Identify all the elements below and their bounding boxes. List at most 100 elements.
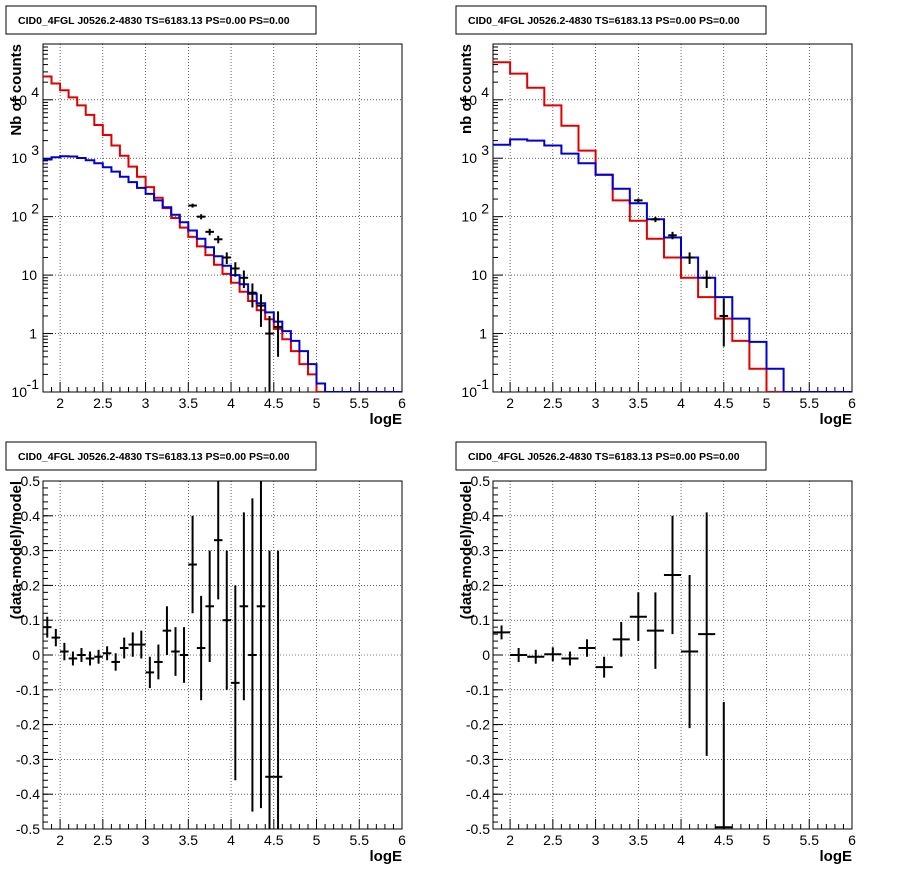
y-tick-label: 10 [461, 384, 477, 400]
y-tick-label: 10 [461, 92, 477, 108]
x-tick-label: 5 [763, 832, 771, 848]
x-axis-label: logE [370, 411, 403, 428]
x-tick-label: 5 [313, 395, 321, 411]
x-tick-label: 4 [677, 832, 685, 848]
y-tick-label: -0.2 [16, 717, 40, 733]
y-tick-label: 10 [461, 209, 477, 225]
y-tick-label: 0.2 [21, 577, 41, 593]
x-tick-label: 2 [506, 832, 514, 848]
series-red-histogram [493, 61, 852, 392]
x-tick-label: 5 [313, 832, 321, 848]
title-box [5, 441, 317, 471]
x-tick-label: 4 [227, 395, 235, 411]
x-tick-label: 3.5 [629, 395, 649, 411]
x-tick-label: 5.5 [800, 395, 820, 411]
x-tick-label: 4 [677, 395, 685, 411]
y-tick-exponent: 3 [481, 142, 489, 158]
y-tick-label: -0.5 [16, 821, 40, 837]
x-tick-label: 3 [592, 832, 600, 848]
x-tick-label: 4.5 [714, 395, 734, 411]
x-tick-label: 4.5 [264, 832, 284, 848]
x-tick-label: 3.5 [179, 832, 199, 848]
chart-title: CID0_4FGL J0526.2-4830 TS=6183.13 PS=0.0… [18, 15, 290, 27]
plot-frame [42, 43, 403, 393]
y-tick-label: 0.2 [471, 577, 491, 593]
chart-panel-3: 2 2.5 3 3.5 4 4.5 5 5.5 6 -0.5 -0.4 -0.3 -0.2 -0.1 0 0.… [5, 441, 406, 865]
y-tick-label: -0.3 [466, 751, 490, 767]
y-tick-label: -0.4 [16, 786, 40, 802]
chart-title: CID0_4FGL J0526.2-4830 TS=6183.13 PS=0.0… [468, 15, 740, 27]
x-tick-label: 5.5 [350, 832, 370, 848]
data-layer [493, 61, 852, 392]
x-tick-label: 4.5 [264, 395, 284, 411]
x-tick-label: 5.5 [350, 395, 370, 411]
chart-title: CID0_4FGL J0526.2-4830 TS=6183.13 PS=0.0… [468, 451, 740, 463]
x-tick-label: 6 [848, 832, 856, 848]
y-tick-label: -0.5 [466, 821, 490, 837]
x-tick-label: 6 [848, 395, 856, 411]
y-tick-label: 10 [21, 267, 37, 283]
y-tick-label: 10 [11, 209, 27, 225]
y-tick-exponent: 3 [31, 142, 39, 158]
y-tick-exponent: -1 [477, 376, 490, 392]
x-tick-label: 2.5 [543, 395, 563, 411]
title-box [455, 5, 767, 35]
y-axis-label: nb of counts [458, 44, 475, 134]
y-tick-label: 0.1 [21, 612, 41, 628]
y-tick-label: -0.3 [16, 751, 40, 767]
chart-panel-4: 2 2.5 3 3.5 4 4.5 5 5.5 6 -0.5 -0.4 -0.3 -0.2 -0.1 0 0.… [455, 441, 856, 865]
y-tick-label: -0.1 [466, 682, 490, 698]
y-tick-label: 10 [461, 150, 477, 166]
x-tick-label: 3 [142, 395, 150, 411]
x-tick-label: 2 [56, 395, 64, 411]
series-blue-histogram [43, 155, 402, 392]
plot-frame [492, 43, 853, 393]
x-tick-label: 3.5 [179, 395, 199, 411]
data-layer [493, 512, 733, 829]
title-box [5, 5, 317, 35]
plot-frame [492, 480, 853, 830]
title-box [455, 441, 767, 471]
y-tick-label: 0.4 [21, 508, 41, 524]
y-tick-label: -0.1 [16, 682, 40, 698]
y-tick-label: 10 [471, 267, 487, 283]
y-tick-label: -0.4 [466, 786, 490, 802]
x-tick-label: 6 [398, 395, 406, 411]
y-tick-label: 0.4 [471, 508, 491, 524]
chart-title: CID0_4FGL J0526.2-4830 TS=6183.13 PS=0.0… [18, 451, 290, 463]
y-tick-label: 10 [11, 150, 27, 166]
data-layer [43, 481, 283, 829]
x-tick-label: 2 [506, 395, 514, 411]
y-tick-label: 1 [29, 326, 37, 342]
y-axis-label: Nb of counts [8, 44, 25, 136]
y-tick-label: 0 [482, 647, 490, 663]
x-tick-label: 4.5 [714, 832, 734, 848]
y-tick-exponent: 4 [481, 84, 489, 100]
y-tick-exponent: 2 [481, 201, 489, 217]
y-tick-label: -0.2 [466, 717, 490, 733]
series-red-histogram [43, 75, 402, 392]
x-tick-label: 2.5 [543, 832, 563, 848]
y-tick-exponent: 4 [31, 84, 39, 100]
y-tick-exponent: -1 [27, 376, 40, 392]
x-tick-label: 5 [763, 395, 771, 411]
y-tick-label: 1 [479, 326, 487, 342]
y-tick-label: 0.3 [21, 543, 41, 559]
y-tick-label: 10 [11, 384, 27, 400]
x-tick-label: 2 [56, 832, 64, 848]
y-tick-label: 10 [11, 92, 27, 108]
y-tick-label: 0.3 [471, 543, 491, 559]
series-blue-histogram [493, 138, 852, 392]
y-axis-label: (data-model)/model [458, 481, 475, 619]
x-axis-label: logE [820, 411, 853, 428]
y-tick-exponent: 2 [31, 201, 39, 217]
x-tick-label: 5.5 [800, 832, 820, 848]
y-axis-label: (data-model)/model [8, 481, 25, 619]
y-tick-label: 0.5 [471, 473, 491, 489]
x-tick-label: 3 [142, 832, 150, 848]
x-axis-label: logE [820, 848, 853, 865]
x-tick-label: 6 [398, 832, 406, 848]
